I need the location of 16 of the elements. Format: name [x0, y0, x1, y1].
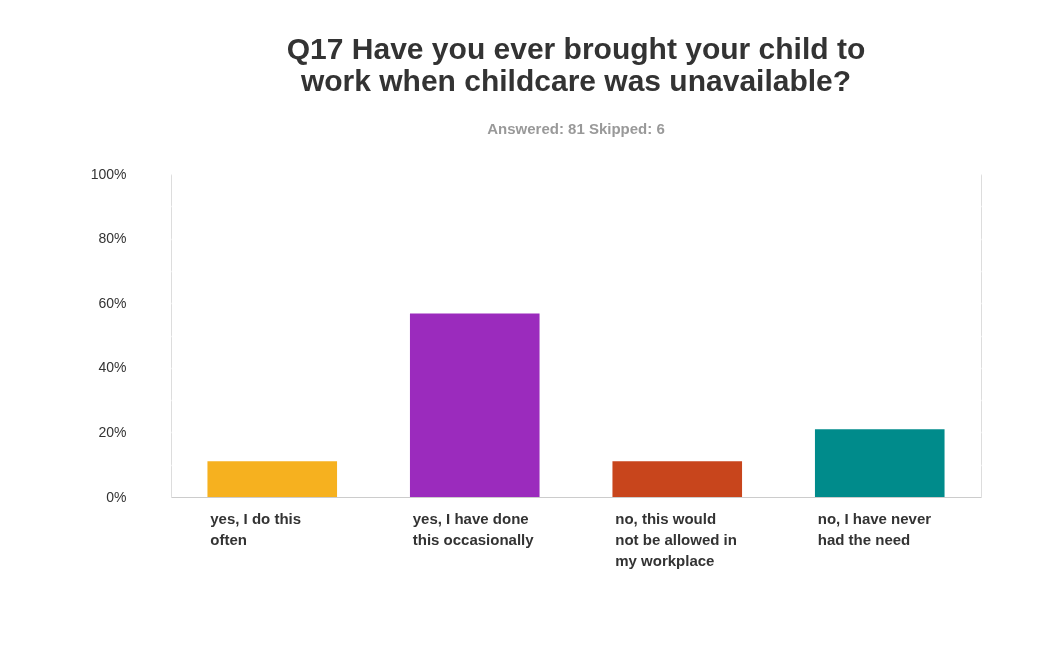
y-tick-label: 60%: [98, 294, 127, 311]
x-tick-label: no, this would not be allowed in my workplace: [615, 509, 737, 569]
bar: [409, 313, 540, 497]
bar: [814, 429, 945, 497]
x-tick-label: no, I have never had the need: [817, 509, 932, 548]
bar: [612, 461, 743, 497]
x-tick-label: yes, I have done this occasionally: [412, 509, 535, 548]
y-tick-label: 20%: [98, 423, 127, 440]
chart-title: Q17 Have you ever brought your child to work when childcare was unavailable?: [286, 32, 866, 97]
y-tick-label: 0%: [106, 488, 127, 505]
bar: [207, 461, 338, 497]
chart-subtitle: Answered: 81 Skipped: 6: [487, 120, 665, 137]
y-tick-label: 40%: [98, 359, 127, 376]
x-tick-label: yes, I do this often: [210, 509, 302, 548]
y-tick-label: 100%: [90, 165, 127, 182]
y-tick-label: 80%: [98, 230, 127, 247]
